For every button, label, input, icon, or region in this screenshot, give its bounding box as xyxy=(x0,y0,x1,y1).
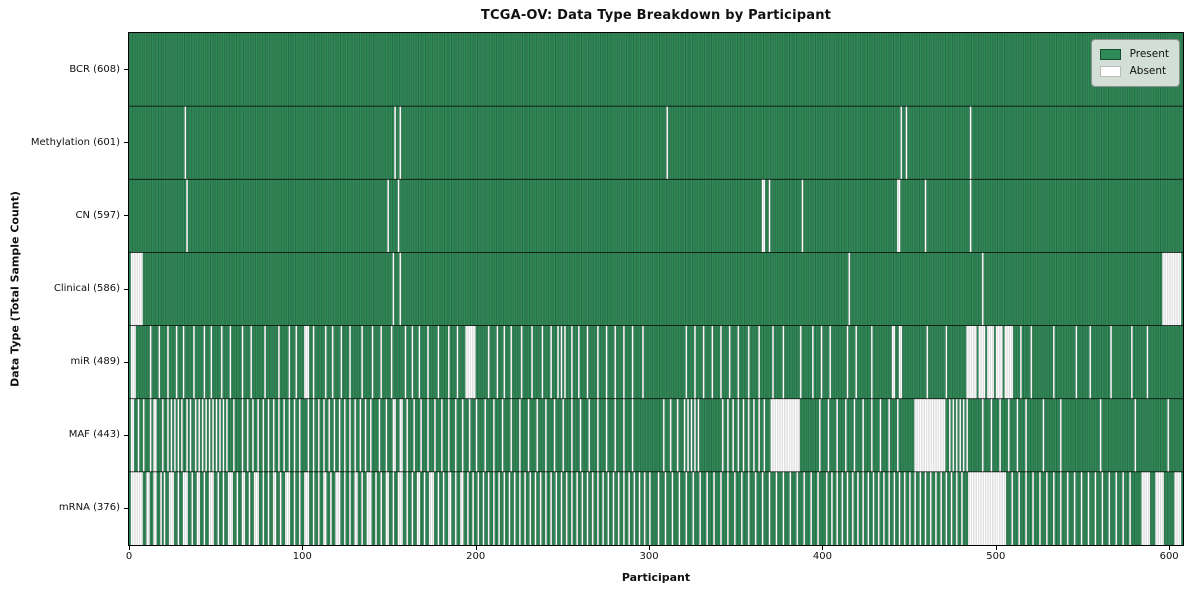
ytick-label-Clinical: Clinical (586) xyxy=(53,283,120,294)
xtick-mark xyxy=(1169,546,1171,550)
xtick-mark xyxy=(129,546,130,550)
xtick-label-500: 500 xyxy=(986,551,1006,562)
heatmap-canvas xyxy=(129,33,1183,545)
xtick-label-300: 300 xyxy=(639,551,659,562)
xtick-label-600: 600 xyxy=(1159,551,1179,562)
legend-label-absent: Absent xyxy=(1129,65,1167,77)
ytick-mark xyxy=(124,507,128,509)
xtick-label-0: 0 xyxy=(125,551,133,562)
xtick-label-400: 400 xyxy=(812,551,832,562)
xtick-mark xyxy=(649,546,651,550)
xtick-mark xyxy=(475,546,477,550)
xtick-label-100: 100 xyxy=(292,551,312,562)
ytick-mark xyxy=(124,142,128,144)
ytick-label-Methylation: Methylation (601) xyxy=(30,136,120,148)
legend-swatch-absent xyxy=(1099,66,1121,77)
chart-title: TCGA-OV: Data Type Breakdown by Particip… xyxy=(480,8,832,23)
ytick-label-MAF: MAF (443) xyxy=(68,429,120,441)
legend-swatch-present xyxy=(1099,49,1121,60)
xtick-mark xyxy=(995,546,997,550)
legend-item-present: Present xyxy=(1099,46,1169,63)
ytick-label-BCR: BCR (608) xyxy=(69,63,120,75)
legend-item-absent: Absent xyxy=(1099,63,1169,80)
ytick-label-CN: CN (597) xyxy=(75,209,120,221)
xtick-mark xyxy=(302,546,304,550)
ytick-mark xyxy=(124,215,128,217)
ytick-label-mRNA: mRNA (376) xyxy=(58,502,120,514)
xtick-mark xyxy=(822,546,824,550)
ytick-mark xyxy=(124,434,128,436)
legend-label-present: Present xyxy=(1129,48,1169,60)
ytick-mark xyxy=(124,361,128,363)
x-axis-label: Participant xyxy=(621,571,691,584)
legend: Present Absent xyxy=(1090,39,1180,87)
ytick-mark xyxy=(124,69,128,71)
ytick-label-miR: miR (489) xyxy=(70,356,120,368)
xtick-label-200: 200 xyxy=(466,551,486,562)
ytick-mark xyxy=(124,288,128,290)
plot-area: Present Absent xyxy=(128,32,1184,546)
